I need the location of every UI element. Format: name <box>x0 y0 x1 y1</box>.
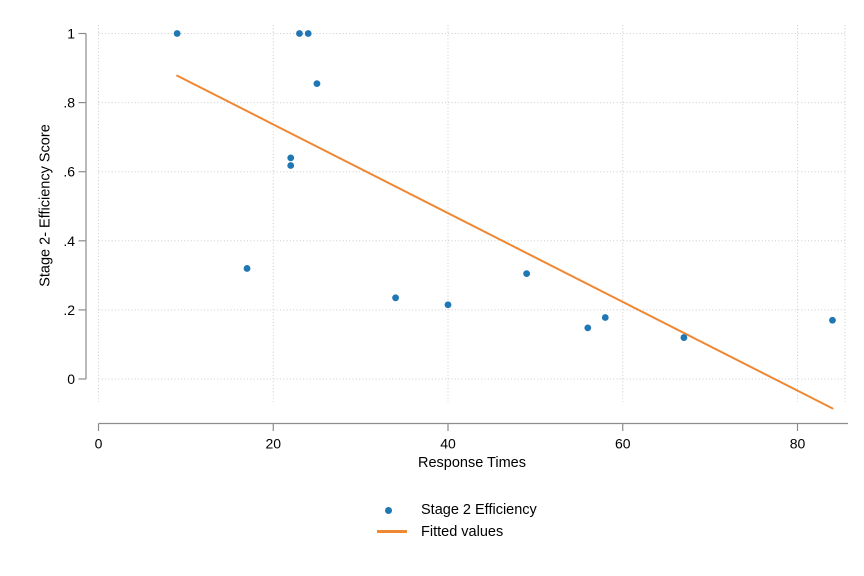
fitted-line <box>176 74 834 410</box>
y-tick-label: .4 <box>63 233 75 249</box>
data-point <box>313 80 321 87</box>
legend-label-scatter: Stage 2 Efficiency <box>421 502 537 518</box>
data-point <box>584 324 592 332</box>
data-point <box>287 162 295 169</box>
y-axis-title: Stage 2- Efficiency Score <box>37 124 54 287</box>
y-tick-label: .8 <box>63 95 75 111</box>
scatter-dot-icon <box>385 507 392 514</box>
data-point <box>304 30 312 37</box>
data-point <box>680 334 688 341</box>
legend-label-line: Fitted values <box>421 524 504 540</box>
fitted-line-icon <box>377 530 407 533</box>
x-tick-label: 40 <box>440 436 456 452</box>
data-point <box>287 154 295 162</box>
y-tick-label: .6 <box>63 164 75 180</box>
y-tick-label: .2 <box>63 302 75 318</box>
data-point <box>829 316 836 324</box>
x-tick-label: 80 <box>790 436 806 452</box>
x-axis-title: Response Times <box>418 455 526 471</box>
data-point <box>392 294 399 302</box>
data-point <box>523 270 531 278</box>
data-point <box>296 30 303 37</box>
y-tick-label: 1 <box>67 26 75 42</box>
x-tick-label: 20 <box>265 436 281 452</box>
data-point <box>444 301 452 309</box>
data-point <box>243 265 251 272</box>
x-tick-label: 0 <box>95 436 103 452</box>
x-tick-label: 60 <box>615 436 631 452</box>
y-tick-label: 0 <box>67 371 75 387</box>
data-point <box>173 30 181 37</box>
data-point <box>601 314 609 321</box>
